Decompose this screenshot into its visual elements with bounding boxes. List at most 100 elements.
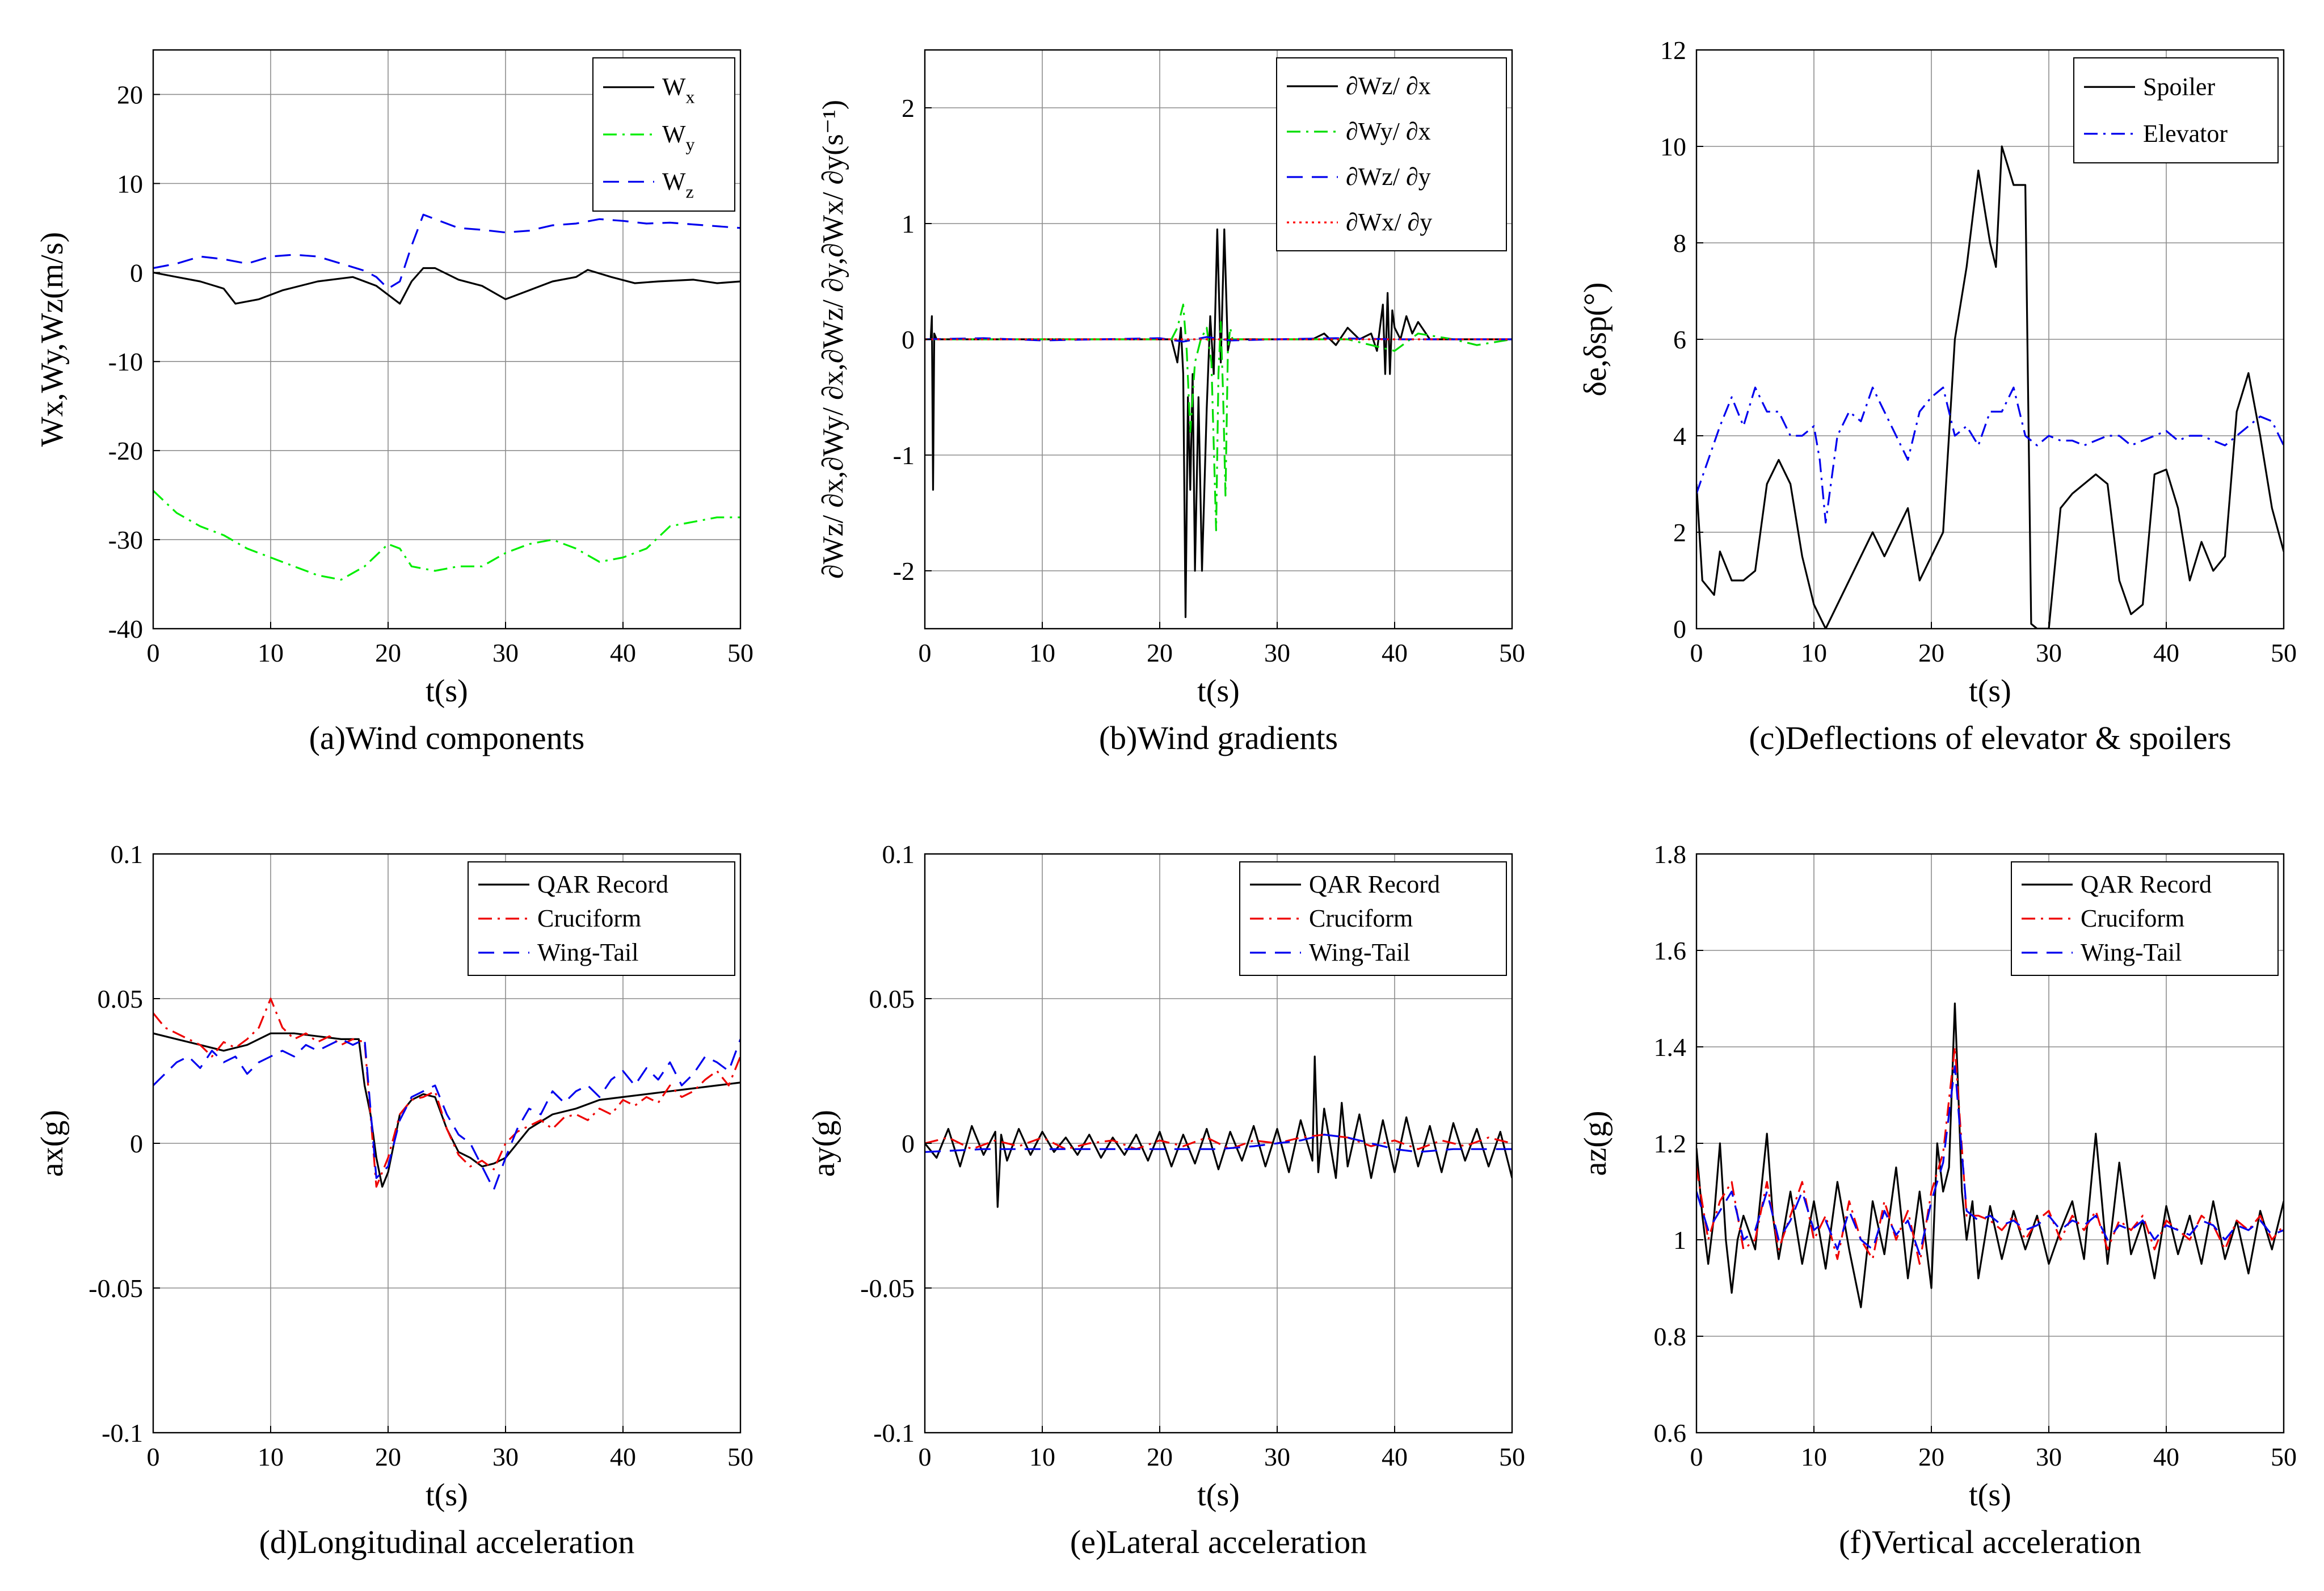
- legend-label: Cruciform: [537, 904, 641, 932]
- legend-label-main: W: [662, 73, 686, 101]
- y-tick-label: -30: [108, 525, 143, 554]
- y-tick-label: -1: [893, 441, 915, 470]
- panel-caption: (f)Vertical acceleration: [1839, 1523, 2141, 1560]
- panel-caption: (d)Longitudinal acceleration: [259, 1523, 635, 1560]
- y-tick-label: -0.05: [860, 1274, 915, 1303]
- y-axis-label: Wx,Wy,Wz(m/s): [35, 232, 70, 447]
- legend-label-main: W: [662, 167, 686, 195]
- y-tick-label: 0.6: [1654, 1419, 1687, 1447]
- y-tick-label: 0.05: [98, 984, 144, 1013]
- y-tick-label: -0.1: [873, 1419, 915, 1447]
- y-tick-label: -2: [893, 557, 915, 586]
- y-tick-label: 0: [130, 1129, 143, 1158]
- panel-d: 0 10 20 30 40 50 -0.1 -0.05 0 0.05 0.1 t(s) (d)Longi…: [35, 840, 753, 1560]
- y-tick-label: 0: [902, 325, 915, 354]
- legend-label-main: Wing-Tail: [2081, 938, 2182, 966]
- legend: Spoiler Elevator: [2073, 57, 2279, 163]
- y-tick-label: 6: [1673, 325, 1686, 354]
- plot-frame: [152, 49, 742, 630]
- legend-label-main: QAR Record: [537, 870, 668, 898]
- legend-label-main: QAR Record: [1309, 870, 1440, 898]
- x-tick-label: 0: [147, 638, 160, 667]
- x-axis-label: t(s): [1197, 1478, 1240, 1513]
- y-tick-label: 1.2: [1654, 1129, 1687, 1158]
- x-tick-label: 10: [258, 1442, 284, 1471]
- x-tick-label: 10: [1029, 1442, 1055, 1471]
- series-line-cruciform: [1696, 1046, 2284, 1265]
- y-tick-label: 1: [1673, 1226, 1686, 1255]
- legend-label-main: ∂Wz/ ∂y: [1346, 163, 1431, 191]
- x-tick-label: 0: [147, 1442, 160, 1471]
- legend-label: Wing-Tail: [1309, 938, 1410, 966]
- y-tick-label: 0: [1673, 614, 1686, 643]
- x-tick-label: 40: [1382, 638, 1408, 667]
- y-tick-label: 2: [902, 94, 915, 123]
- legend: ∂Wz/ ∂x ∂Wy/ ∂x ∂Wz/ ∂y ∂Wx/ ∂y: [1276, 57, 1507, 251]
- x-tick-label: 50: [1499, 638, 1525, 667]
- legend-label: Wx: [662, 73, 695, 107]
- y-tick-label: 8: [1673, 229, 1686, 258]
- x-tick-label: 30: [2036, 1442, 2062, 1471]
- x-tick-label: 30: [492, 638, 519, 667]
- panel-caption: (e)Lateral acceleration: [1070, 1523, 1367, 1560]
- x-tick-label: 20: [1918, 638, 1944, 667]
- legend: QAR Record Cruciform Wing-Tail: [2011, 861, 2279, 976]
- legend-label: Wing-Tail: [2081, 938, 2182, 966]
- panel-a: 0 10 20 30 40 50 -40 -30 -20 -10 0 10 20 t(s) (a)Wind …: [35, 49, 753, 756]
- legend-label: ∂Wx/ ∂y: [1346, 208, 1432, 236]
- legend-box: [1276, 57, 1507, 251]
- series-line-elevator: [1696, 386, 2284, 524]
- legend-label: ∂Wz/ ∂y: [1346, 163, 1431, 191]
- y-tick-label: 1.8: [1654, 840, 1687, 869]
- legend-label-main: Wing-Tail: [1309, 938, 1410, 966]
- y-tick-label: 1: [902, 209, 915, 238]
- y-tick-label: 2: [1673, 518, 1686, 547]
- y-tick-label: 0.1: [882, 840, 915, 869]
- x-tick-label: 10: [1029, 638, 1055, 667]
- x-tick-label: 50: [727, 638, 753, 667]
- legend-label: QAR Record: [537, 870, 668, 898]
- x-tick-label: 50: [1499, 1442, 1525, 1471]
- y-axis-label: ∂Wz/ ∂x,∂Wy/ ∂x,∂Wz/ ∂y,∂Wx/ ∂y(s⁻¹): [817, 100, 849, 579]
- series-line-cruciform: [153, 997, 740, 1188]
- y-tick-label: -0.05: [89, 1274, 143, 1303]
- y-tick-label: -40: [108, 614, 143, 643]
- y-tick-label: 0.05: [869, 984, 915, 1013]
- legend-label-main: Cruciform: [2081, 904, 2184, 932]
- series-line--wz-y: [925, 336, 1512, 343]
- legend-label-main: W: [662, 120, 686, 148]
- x-tick-label: 30: [1264, 1442, 1290, 1471]
- x-axis-label: t(s): [1197, 674, 1240, 709]
- legend-label-main: Wing-Tail: [537, 938, 638, 966]
- legend: QAR Record Cruciform Wing-Tail: [468, 861, 735, 976]
- legend-label-main: Cruciform: [1309, 904, 1413, 932]
- y-tick-label: -10: [108, 347, 143, 376]
- legend-box: [592, 57, 735, 212]
- series-line-cruciform: [925, 1134, 1512, 1150]
- x-tick-label: 40: [2153, 638, 2179, 667]
- x-tick-label: 30: [492, 1442, 519, 1471]
- panel-caption: (b)Wind gradients: [1099, 719, 1338, 756]
- x-tick-label: 0: [1690, 1442, 1703, 1471]
- y-tick-label: 4: [1673, 422, 1686, 451]
- x-tick-label: 50: [727, 1442, 753, 1471]
- x-tick-label: 20: [375, 638, 401, 667]
- legend-label-main: Cruciform: [537, 904, 641, 932]
- legend-label: QAR Record: [2081, 870, 2212, 898]
- y-tick-label: 0.8: [1654, 1322, 1687, 1351]
- series-line-wing-tail: [925, 1134, 1512, 1153]
- y-tick-label: 12: [1660, 36, 1686, 65]
- y-tick-label: -20: [108, 436, 143, 465]
- legend-label: Spoiler: [2143, 73, 2215, 100]
- legend-label: QAR Record: [1309, 870, 1440, 898]
- legend-label-main: QAR Record: [2081, 870, 2212, 898]
- x-tick-label: 0: [919, 638, 932, 667]
- legend-label-main: Elevator: [2143, 120, 2228, 148]
- x-axis-label: t(s): [1969, 674, 2011, 709]
- x-tick-label: 40: [1382, 1442, 1408, 1471]
- y-tick-label: 20: [117, 80, 143, 109]
- x-tick-label: 30: [2036, 638, 2062, 667]
- legend-label-main: Spoiler: [2143, 73, 2215, 100]
